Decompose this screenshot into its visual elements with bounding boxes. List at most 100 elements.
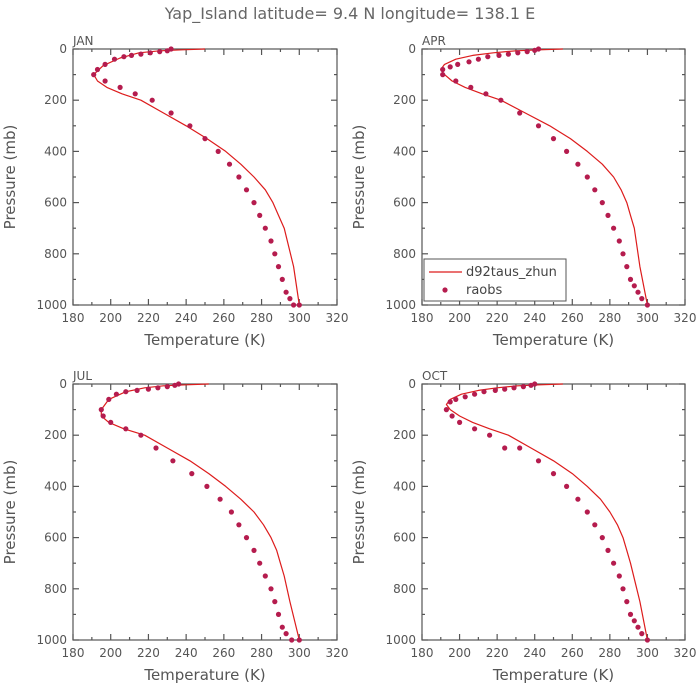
data-point-raobs: [102, 61, 108, 67]
y-tick-label: 1000: [36, 633, 67, 647]
data-point-raobs: [149, 97, 155, 103]
x-tick-label: 220: [486, 646, 509, 660]
data-point-raobs: [123, 426, 129, 432]
y-tick-label: 0: [59, 42, 67, 56]
data-point-raobs: [138, 432, 144, 438]
y-tick-label: 400: [44, 479, 67, 493]
data-point-raobs: [447, 399, 453, 405]
panel-label: OCT: [422, 369, 448, 383]
data-point-raobs: [275, 611, 282, 618]
data-point-raobs: [132, 91, 138, 97]
y-axis-label: Pressure (mb): [350, 460, 368, 565]
series-line-d92taus_zhun: [100, 383, 300, 641]
y-tick-label: 400: [44, 144, 67, 158]
data-point-raobs: [498, 97, 504, 103]
data-point-raobs: [453, 396, 459, 402]
data-point-raobs: [575, 161, 581, 167]
x-tick-label: 300: [636, 646, 659, 660]
y-tick-label: 200: [393, 93, 416, 107]
data-point-raobs: [535, 123, 542, 129]
x-tick-label: 280: [598, 311, 621, 325]
y-tick-label: 600: [44, 196, 67, 210]
data-point-raobs: [511, 385, 517, 391]
data-point-raobs: [123, 389, 129, 395]
y-tick-label: 0: [408, 42, 416, 56]
data-point-raobs: [592, 187, 598, 193]
data-point-raobs: [106, 396, 112, 402]
x-tick-label: 260: [561, 311, 584, 325]
data-point-raobs: [153, 445, 159, 451]
x-tick-label: 280: [250, 311, 273, 325]
series-line-d92taus_zhun: [445, 383, 648, 641]
data-point-raobs: [483, 91, 489, 97]
data-point-raobs: [524, 49, 530, 55]
data-point-raobs: [204, 483, 210, 489]
x-tick-label: 240: [523, 311, 546, 325]
y-tick-label: 1000: [385, 298, 416, 312]
data-point-raobs: [128, 52, 135, 59]
data-point-raobs: [575, 496, 581, 502]
data-point-raobs: [517, 445, 523, 451]
y-tick-label: 800: [44, 582, 67, 596]
data-point-raobs: [189, 471, 195, 477]
y-tick-label: 1000: [36, 298, 67, 312]
data-point-raobs: [517, 110, 523, 116]
x-tick-label: 320: [674, 311, 697, 325]
data-point-raobs: [164, 48, 170, 54]
data-point-raobs: [492, 387, 498, 393]
data-point-raobs: [550, 471, 557, 477]
data-point-raobs: [468, 84, 474, 90]
data-point-raobs: [164, 384, 170, 390]
x-tick-label: 220: [486, 311, 509, 325]
panel-jul: 180 200 220 240 260 280 300 320 0 200 400 600 800 100…: [1, 369, 348, 684]
panel-label: APR: [422, 34, 446, 48]
data-point-raobs: [605, 547, 611, 554]
data-point-raobs: [279, 624, 285, 630]
data-point-raobs: [485, 54, 491, 60]
figure-title: Yap_Island latitude= 9.4 N longitude= 13…: [164, 4, 536, 24]
y-tick-label: 0: [408, 377, 416, 391]
data-point-raobs: [639, 296, 645, 302]
data-point-raobs: [117, 84, 123, 90]
x-axis-label: Temperature (K): [492, 331, 614, 349]
data-point-raobs: [644, 637, 651, 643]
data-point-raobs: [102, 78, 108, 84]
y-tick-label: 400: [393, 144, 416, 158]
y-tick-label: 400: [393, 479, 416, 493]
legend-label: d92taus_zhun: [466, 265, 557, 280]
data-point-raobs: [111, 56, 118, 62]
data-point-raobs: [449, 413, 455, 419]
panel-label: JUL: [72, 369, 92, 383]
x-tick-label: 200: [99, 646, 122, 660]
data-point-raobs: [440, 66, 446, 73]
legend-marker-swatch: [442, 287, 448, 293]
data-point-raobs: [145, 386, 151, 392]
data-point-raobs: [134, 387, 140, 393]
data-point-raobs: [283, 631, 289, 637]
data-point-raobs: [487, 432, 493, 438]
data-point-raobs: [243, 535, 250, 541]
data-point-raobs: [251, 200, 257, 206]
data-point-raobs: [599, 535, 605, 541]
data-point-raobs: [475, 56, 481, 62]
data-point-raobs: [283, 289, 289, 295]
x-tick-label: 180: [411, 311, 434, 325]
x-tick-label: 320: [326, 311, 349, 325]
data-point-raobs: [520, 384, 527, 390]
panel-oct: 180 200 220 240 260 280 300 320 0 200 400 600 800 100…: [350, 369, 696, 684]
y-tick-label: 200: [44, 428, 67, 442]
data-point-raobs: [202, 136, 208, 142]
y-tick-label: 800: [393, 247, 416, 261]
data-point-raobs: [228, 509, 234, 515]
data-point-raobs: [535, 458, 542, 464]
data-point-raobs: [599, 200, 605, 206]
y-tick-label: 800: [44, 247, 67, 261]
data-point-raobs: [528, 382, 534, 388]
data-point-raobs: [138, 51, 144, 57]
data-point-raobs: [472, 391, 478, 397]
y-axis-label: Pressure (mb): [1, 125, 19, 230]
x-tick-label: 260: [561, 646, 584, 660]
data-point-raobs: [584, 509, 590, 515]
